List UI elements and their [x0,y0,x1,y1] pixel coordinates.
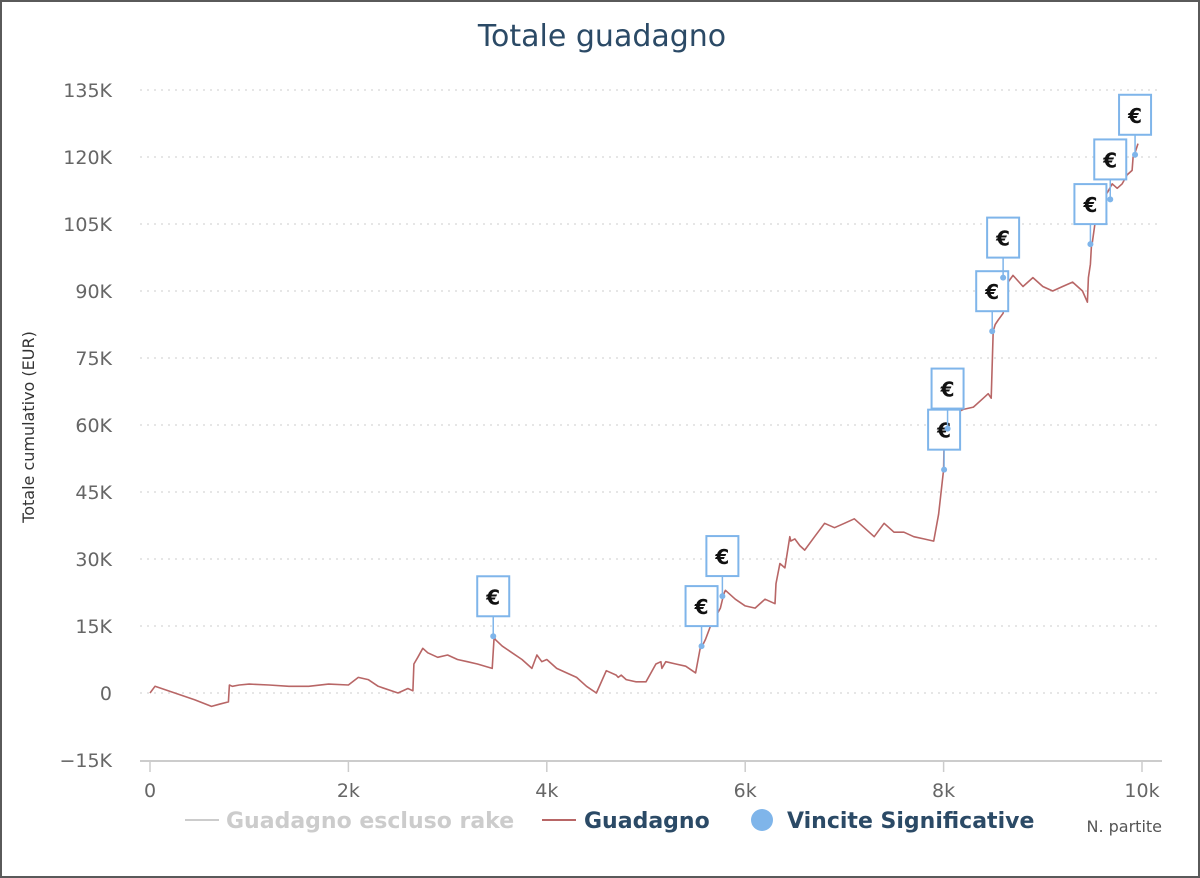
x-tick-label: 6k [734,780,757,802]
flag-point [698,643,705,650]
x-axis: 0 2k 4k 6k 8k 10k [140,760,1162,802]
flag-point [989,328,996,335]
y-tick-label: 120K [63,147,112,169]
flag-marker: € [476,575,511,640]
flag-point [719,593,726,600]
flag-label: € [1127,104,1142,128]
flag-label: € [1102,148,1117,172]
flag-box [927,408,962,451]
legend: Guadagno escluso rake Guadagno Vincite S… [185,809,1034,834]
y-tick-label: 60K [75,415,112,437]
x-tick-label: 8k [932,780,955,802]
flag-point [1087,241,1094,248]
flag-marker: € [684,585,719,650]
flags-layer: € €€€€€€€€€ [476,93,1153,650]
flag-label: € [1082,193,1097,217]
y-tick-labels: −15K 0 15K 30K 45K 60K 75K 90K 105K 120K 135K [59,80,112,772]
y-tick-label: 0 [100,683,112,705]
flag-label: € [485,585,500,609]
flag-marker: € [930,367,965,432]
y-tick-label: 30K [75,549,112,571]
flag-label: € [984,280,999,304]
flag-box [1073,183,1108,226]
y-tick-label: 90K [75,281,112,303]
x-tick-label: 2k [337,780,360,802]
flag-marker: € [1118,93,1153,158]
flag-point [941,466,948,473]
flag-point [1000,274,1007,281]
y-tick-label: 135K [63,80,112,102]
y-axis-label: Totale cumulativo (EUR) [19,331,38,524]
series-line-guadagno [149,143,1139,708]
flag-box [476,575,511,618]
series-layer [149,143,1139,708]
x-tick-label: 10k [1124,780,1159,802]
flag-marker: € [1093,138,1128,203]
flag-point [1107,196,1114,203]
flag-label: € [940,378,955,402]
flag-point [944,425,951,432]
flag-box [930,367,965,410]
y-tick-label: 15K [75,616,112,638]
flag-marker: € [986,216,1021,281]
legend-item-guadagno[interactable]: Guadagno [542,809,710,834]
flag-box [1093,138,1128,181]
flag-label: € [714,545,729,569]
flag-point [490,633,497,640]
x-tick-label: 4k [535,780,558,802]
flag-marker: € [1073,183,1108,248]
flag-box [705,535,740,578]
x-axis-label: N. partite [1086,817,1162,836]
legend-label-guadagno-escluso-rake: Guadagno escluso rake [226,809,514,834]
legend-label-guadagno: Guadagno [584,809,710,834]
flag-marker: € [975,270,1010,335]
legend-label-vincite-significative: Vincite Significative [787,809,1034,834]
flag-point [1132,151,1139,158]
y-tick-label: 45K [75,482,112,504]
flag-box [1118,93,1153,136]
legend-marker-blue-dot [751,809,773,831]
flag-box [986,216,1021,259]
legend-item-guadagno-escluso-rake[interactable]: Guadagno escluso rake [185,809,514,834]
chart-title: Totale guadagno [477,19,726,54]
grid-layer [140,89,1162,694]
flag-marker: € [705,535,740,600]
flag-marker: € [927,408,962,473]
y-tick-label: 105K [63,214,112,236]
flag-box [684,585,719,628]
flag-label: € [694,595,709,619]
flag-label: € [995,227,1010,251]
x-tick-label: 0 [144,780,156,802]
legend-item-vincite-significative[interactable]: Vincite Significative [751,809,1034,834]
y-tick-label: 75K [75,348,112,370]
y-tick-label: −15K [59,750,112,772]
